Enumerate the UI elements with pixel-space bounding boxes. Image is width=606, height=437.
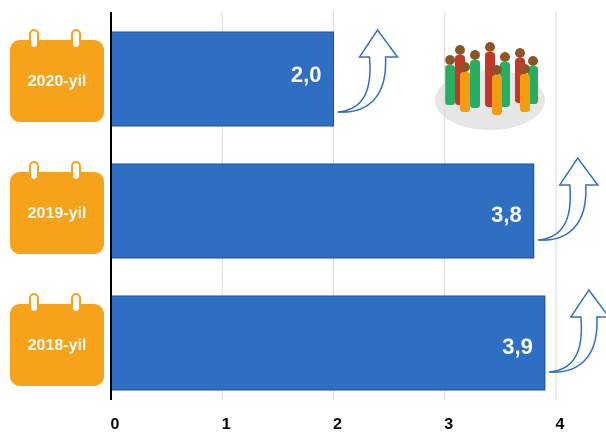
- arrow-icon: [538, 158, 598, 240]
- arrow-icon: [549, 290, 606, 372]
- x-tick-label: 3: [444, 416, 453, 433]
- x-tick-label: 1: [222, 416, 231, 433]
- data-label: 2,0: [291, 62, 322, 87]
- bar: [111, 296, 545, 390]
- calendar-ring: [30, 294, 38, 312]
- crowd-illustration: [435, 42, 545, 130]
- y-tick-label: 2019-yil: [28, 205, 87, 222]
- data-label: 3,8: [491, 202, 522, 227]
- calendar-ring: [72, 30, 80, 48]
- arrow-icon: [338, 30, 398, 112]
- calendar-ring: [72, 162, 80, 180]
- chart: 0 1 2 3 4 2020-yil 2,0 2019-yil 3,8 2018-yil 3,9: [0, 0, 606, 437]
- bar: [111, 164, 534, 258]
- x-tick-label: 0: [111, 416, 120, 433]
- y-tick-label: 2018-yil: [28, 337, 87, 354]
- calendar-ring: [72, 294, 80, 312]
- calendar-ring: [30, 162, 38, 180]
- x-tick-label: 2: [333, 416, 342, 433]
- y-tick-label: 2020-yil: [28, 73, 87, 90]
- x-tick-label: 4: [556, 416, 565, 433]
- calendar-ring: [30, 30, 38, 48]
- data-label: 3,9: [502, 334, 533, 359]
